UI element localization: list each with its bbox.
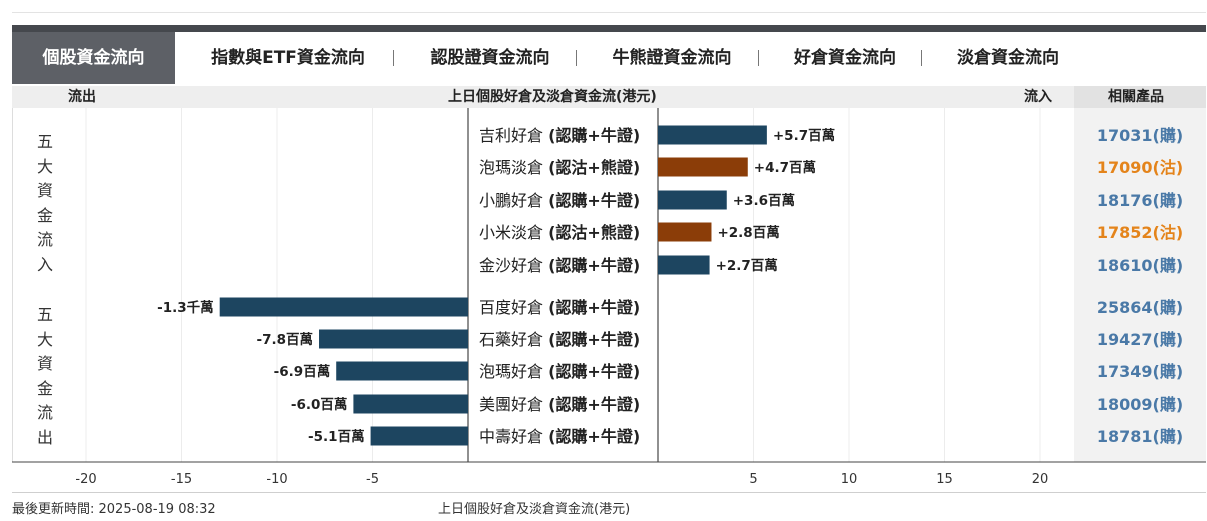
top-accent-bar — [12, 25, 1206, 32]
bar — [658, 190, 727, 210]
bar-value-label: +5.7百萬 — [773, 127, 835, 144]
tab-separator — [393, 50, 394, 66]
x-tick-label: -15 — [171, 472, 192, 487]
tab-separator — [576, 50, 577, 66]
related-products-header: 相關產品 — [1108, 89, 1164, 105]
category-label: 金沙好倉 (認購+牛證) — [479, 256, 640, 275]
product-type: (認購+牛證) — [548, 191, 640, 210]
top5-outflow-label: 五 大 資 金 流 出 — [36, 305, 53, 447]
tab-bar: 個股資金流向 指數與ETF資金流向 認股證資金流向 牛熊證資金流向 好倉資金流向… — [12, 32, 1206, 84]
bar-value-label: -5.1百萬 — [308, 428, 365, 445]
x-tick-label: 20 — [1032, 472, 1049, 487]
stock-name: 中壽好倉 — [479, 427, 548, 446]
x-tick-label: -10 — [266, 472, 287, 487]
outflow-header: 流出 — [68, 89, 96, 105]
tab-short-fund-flow[interactable]: 淡倉資金流向 — [957, 48, 1059, 68]
stock-name: 泡瑪淡倉 — [479, 158, 548, 177]
x-tick-label: 15 — [936, 472, 953, 487]
tab-stock-fund-flow[interactable]: 個股資金流向 — [12, 32, 175, 84]
stock-name: 百度好倉 — [479, 298, 548, 317]
bar-value-label: -6.9百萬 — [274, 363, 331, 380]
category-label: 小鵬好倉 (認購+牛證) — [479, 191, 640, 210]
chart-title: 上日個股好倉及淡倉資金流(港元) — [448, 89, 657, 105]
bar — [219, 297, 468, 317]
category-label: 泡瑪好倉 (認購+牛證) — [479, 362, 640, 381]
related-product-link[interactable]: 19427(購) — [1097, 330, 1183, 349]
last-updated: 最後更新時間: 2025-08-19 08:32 — [12, 502, 216, 517]
related-product-link[interactable]: 17349(購) — [1097, 362, 1183, 381]
x-tick-label: 10 — [841, 472, 858, 487]
left-border — [12, 108, 13, 462]
product-type: (認購+牛證) — [548, 298, 640, 317]
bar — [336, 361, 468, 381]
product-type: (認購+牛證) — [548, 330, 640, 349]
related-product-link[interactable]: 18781(購) — [1097, 427, 1183, 446]
top5-inflow-label: 五 大 資 金 流 入 — [36, 132, 53, 274]
product-type: (認購+牛證) — [548, 126, 640, 145]
category-label: 泡瑪淡倉 (認沽+熊證) — [479, 158, 640, 177]
top-divider — [12, 12, 1206, 13]
tab-separator — [921, 50, 922, 66]
bar-value-label: -7.8百萬 — [256, 331, 313, 348]
product-type: (認購+牛證) — [548, 427, 640, 446]
bar — [319, 329, 468, 349]
category-label: 美團好倉 (認購+牛證) — [479, 395, 640, 414]
product-type: (認購+牛證) — [548, 395, 640, 414]
stock-name: 石藥好倉 — [479, 330, 548, 349]
bar — [658, 157, 748, 177]
related-product-link[interactable]: 17852(沽) — [1097, 223, 1183, 242]
stock-name: 小鵬好倉 — [479, 191, 548, 210]
chart-header: 流出 上日個股好倉及淡倉資金流(港元) 流入 — [12, 86, 1206, 108]
product-type: (認購+牛證) — [548, 256, 640, 275]
category-label: 百度好倉 (認購+牛證) — [479, 298, 640, 317]
product-type: (認沽+熊證) — [548, 223, 640, 242]
category-label: 中壽好倉 (認購+牛證) — [479, 427, 640, 446]
bar-value-label: -1.3千萬 — [157, 299, 214, 316]
bar-value-label: +2.7百萬 — [716, 257, 778, 274]
bar — [370, 426, 468, 446]
category-label: 吉利好倉 (認購+牛證) — [479, 126, 640, 145]
footer-divider — [12, 492, 1206, 493]
category-label: 小米淡倉 (認沽+熊證) — [479, 223, 640, 242]
related-product-link[interactable]: 17090(沽) — [1097, 158, 1183, 177]
bar-value-label: +2.8百萬 — [717, 224, 779, 241]
related-product-link[interactable]: 17031(購) — [1097, 126, 1183, 145]
bar — [658, 125, 767, 145]
x-tick-label: 5 — [749, 472, 757, 487]
category-label: 石藥好倉 (認購+牛證) — [479, 330, 640, 349]
stock-name: 小米淡倉 — [479, 223, 548, 242]
related-product-link[interactable]: 25864(購) — [1097, 298, 1183, 317]
tab-warrant-fund-flow[interactable]: 認股證資金流向 — [430, 48, 550, 68]
related-product-link[interactable]: 18009(購) — [1097, 395, 1183, 414]
x-tick-label: -5 — [366, 472, 379, 487]
bar — [353, 394, 468, 414]
bar-value-label: +4.7百萬 — [754, 159, 816, 176]
product-type: (認沽+熊證) — [548, 158, 640, 177]
x-tick-label: -20 — [75, 472, 96, 487]
stock-name: 美團好倉 — [479, 395, 548, 414]
tab-long-fund-flow[interactable]: 好倉資金流向 — [794, 48, 896, 68]
footer-caption: 上日個股好倉及淡倉資金流(港元) — [438, 502, 631, 517]
bar-value-label: -6.0百萬 — [291, 396, 348, 413]
stock-name: 吉利好倉 — [479, 126, 548, 145]
stock-name: 泡瑪好倉 — [479, 362, 548, 381]
tab-cbbc-fund-flow[interactable]: 牛熊證資金流向 — [612, 48, 732, 68]
bar — [658, 222, 712, 242]
bar-value-label: +3.6百萬 — [733, 192, 795, 209]
related-product-link[interactable]: 18610(購) — [1097, 256, 1183, 275]
stock-name: 金沙好倉 — [479, 256, 548, 275]
bar — [658, 255, 710, 275]
tab-index-etf-fund-flow[interactable]: 指數與ETF資金流向 — [211, 48, 365, 68]
tab-separator — [758, 50, 759, 66]
related-product-link[interactable]: 18176(購) — [1097, 191, 1183, 210]
inflow-header: 流入 — [1024, 89, 1052, 105]
product-type: (認購+牛證) — [548, 362, 640, 381]
related-products-column — [1074, 108, 1206, 462]
related-products-header-cell: 相關產品 — [1074, 86, 1206, 108]
